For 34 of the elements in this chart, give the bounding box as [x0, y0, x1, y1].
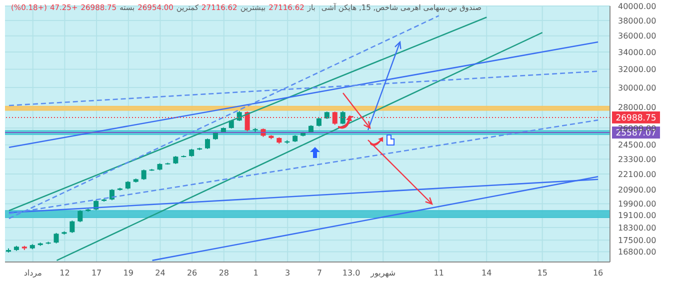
x-tick-label: مرداد — [24, 268, 42, 278]
y-tick-label: 23300.00 — [618, 154, 656, 164]
y-tick-label: 17500.00 — [618, 236, 656, 245]
y-tick-label: 18300.00 — [618, 223, 656, 232]
x-tick-label: شهریور — [370, 268, 396, 278]
y-tick-label: 38000.00 — [618, 16, 656, 26]
y-tick-label: 22100.00 — [618, 170, 656, 179]
x-tick-label: 7 — [316, 268, 322, 278]
y-tick-label: 24500.00 — [618, 140, 656, 150]
x-tick-label: 13.0 — [342, 268, 360, 278]
y-tick-label: 36000.00 — [618, 32, 656, 41]
x-tick-label: 17 — [91, 268, 102, 278]
x-tick-label: 16 — [592, 268, 604, 278]
y-tick-label: 40000.00 — [618, 2, 656, 11]
ref-line-label: 26988.75 — [616, 113, 656, 124]
x-tick-label: 1 — [253, 268, 258, 278]
y-tick-label: 34000.00 — [618, 48, 656, 57]
y-tick-label: 19900.00 — [618, 200, 656, 209]
y-tick-label: 32000.00 — [618, 65, 656, 74]
x-tick-label: 15 — [537, 268, 548, 278]
y-tick-label: 28000.00 — [618, 102, 656, 112]
x-tick-label: 14 — [482, 268, 492, 278]
x-tick-label: 28 — [218, 268, 230, 278]
x-tick-label: 26 — [186, 268, 198, 278]
y-tick-label: 19100.00 — [618, 211, 656, 220]
x-tick-label: 19 — [123, 268, 134, 278]
y-tick-label: 16800.00 — [618, 248, 656, 257]
x-tick-label: 12 — [60, 268, 70, 278]
ref-line-label: 25587.07 — [616, 128, 656, 139]
y-tick-label: 30000.00 — [618, 83, 656, 92]
x-tick-label: 24 — [155, 268, 166, 278]
x-tick-label: 3 — [285, 268, 290, 278]
x-tick-label: 11 — [434, 268, 444, 278]
y-tick-label: 20900.00 — [618, 186, 656, 195]
